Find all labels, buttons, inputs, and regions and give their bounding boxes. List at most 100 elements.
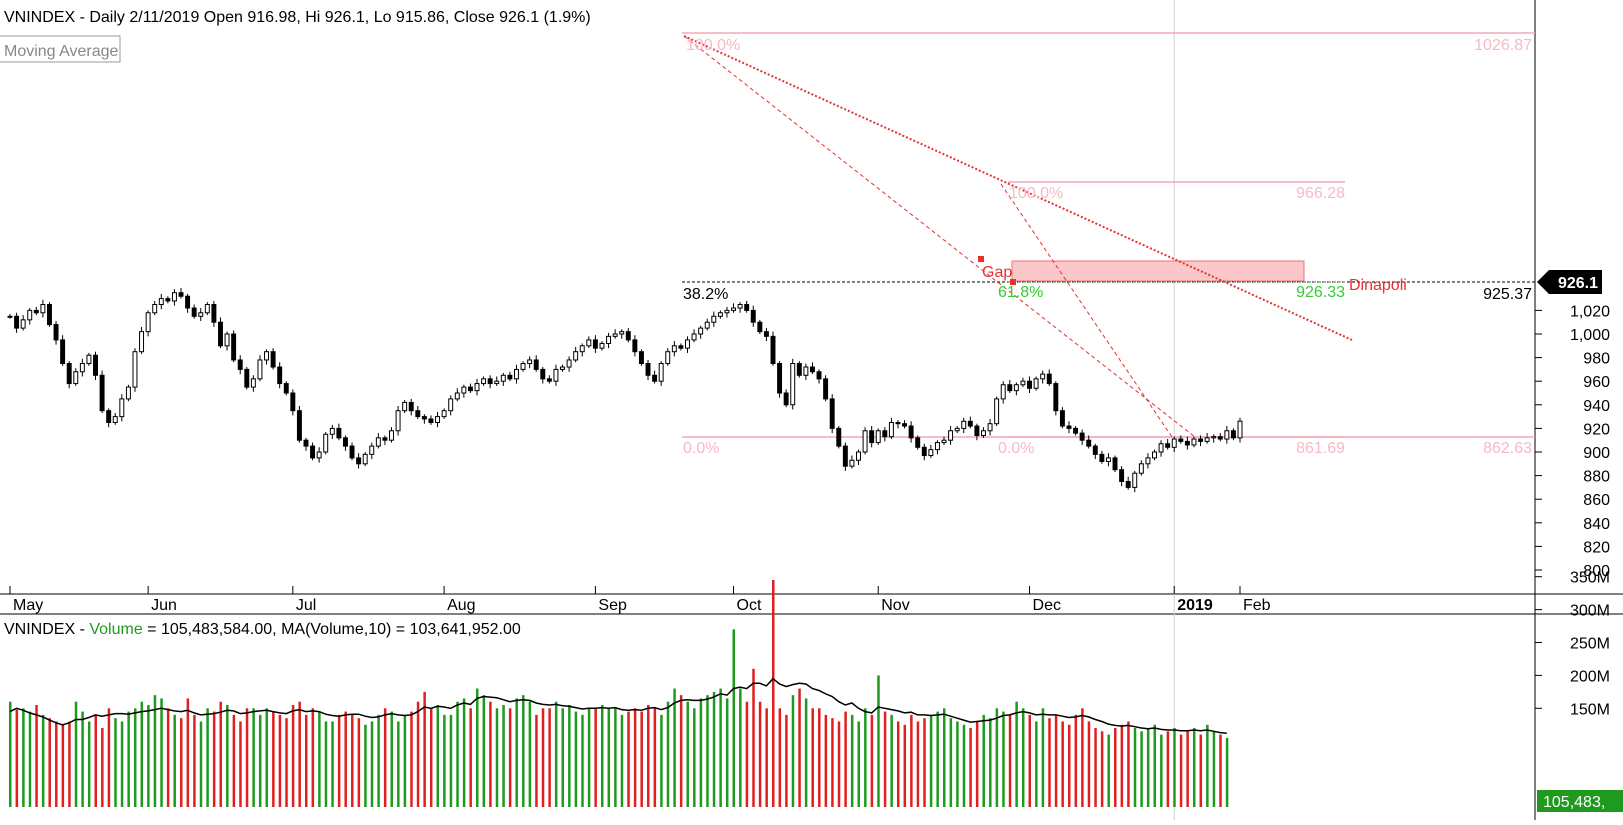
candle: [1046, 369, 1052, 386]
candle: [66, 361, 72, 389]
candle: [592, 335, 598, 353]
volume-bar: [245, 708, 249, 807]
candle: [171, 289, 177, 306]
volume-bar: [535, 714, 538, 807]
trendline-fan-1[interactable]: [683, 35, 1196, 438]
volume-bar: [1074, 714, 1078, 807]
volume-bar: [186, 698, 190, 807]
gap-zone[interactable]: [1011, 260, 1305, 282]
price-tick-label: 1,020: [1570, 303, 1610, 320]
volume-bar: [844, 711, 847, 807]
fibonacci-overlay-2[interactable]: [1008, 181, 1345, 438]
volume-bar: [219, 701, 222, 807]
candle: [816, 369, 822, 384]
candle: [895, 420, 901, 429]
candle: [296, 405, 302, 443]
volume-ma-line: [9, 677, 1227, 735]
volume-bar: [857, 721, 861, 807]
volume-bar: [666, 701, 670, 807]
candle: [586, 336, 592, 349]
volume-bar: [633, 708, 637, 807]
candle: [1027, 376, 1032, 393]
volume-bar: [291, 705, 295, 807]
candle: [737, 302, 743, 313]
volume-bar: [923, 718, 926, 807]
candle: [527, 356, 533, 369]
candle: [1217, 433, 1223, 442]
fib2-top-percent: 100.0%: [1009, 185, 1063, 202]
volume-bar: [660, 714, 663, 807]
volume-bar: [962, 724, 966, 807]
volume-bar: [653, 708, 657, 807]
candle: [809, 362, 815, 375]
volume-bar: [390, 711, 393, 807]
fibonacci-overlay-1[interactable]: [682, 32, 1535, 438]
volume-bar: [647, 705, 650, 807]
volume-bar: [311, 708, 315, 807]
candle: [671, 341, 677, 357]
price-tick-label: 820: [1583, 539, 1610, 556]
volume-bar: [896, 721, 900, 807]
candle: [625, 328, 631, 343]
candle: [1000, 381, 1006, 404]
price-tick-label: 840: [1583, 516, 1610, 533]
volume-bar: [798, 688, 801, 807]
candle: [441, 408, 447, 419]
volume-bar: [252, 708, 255, 807]
volume-bar: [449, 714, 453, 807]
candle: [560, 364, 565, 372]
candle: [533, 355, 539, 372]
volume-bar: [403, 714, 407, 807]
candle: [1007, 380, 1013, 393]
volume-bar: [1186, 731, 1189, 807]
current-price-label: 926.1: [1558, 275, 1598, 292]
volume-bar: [1133, 728, 1137, 807]
candle: [1165, 439, 1171, 450]
volume-bar: [515, 698, 518, 807]
fib1-top-value: 1026.87: [1474, 37, 1532, 54]
candle: [185, 293, 191, 313]
volume-bar: [429, 708, 433, 807]
volume-bar: [969, 728, 972, 807]
volume-bar: [35, 705, 38, 807]
volume-bar: [778, 708, 782, 807]
gap-marker: [1010, 279, 1016, 285]
volume-header-rest: = 105,483,584.00, MA(Volume,10) = 103,64…: [143, 621, 521, 638]
candle: [823, 375, 829, 402]
candle: [1066, 421, 1072, 434]
candle: [750, 305, 756, 327]
candle: [191, 304, 197, 319]
volume-bar: [1021, 708, 1025, 807]
volume-bar: [101, 728, 104, 807]
volume-bar: [1081, 708, 1084, 807]
candle: [875, 428, 881, 445]
volume-bar: [232, 714, 236, 807]
candle: [856, 449, 861, 465]
volume-bar: [627, 711, 630, 807]
candle: [579, 343, 585, 357]
x-tick-label: May: [13, 597, 43, 614]
candle: [724, 306, 730, 318]
candle: [711, 311, 717, 327]
current-volume-tag: [1537, 790, 1623, 812]
volume-bar: [818, 708, 821, 807]
candle: [303, 437, 309, 451]
volume-bar: [929, 714, 933, 807]
candle: [882, 427, 888, 442]
candle: [145, 310, 151, 337]
volume-bar: [87, 721, 91, 807]
candle: [665, 348, 671, 366]
volume-bar: [686, 701, 689, 807]
x-tick-label: Nov: [881, 597, 909, 614]
candle: [961, 417, 967, 434]
legend-box[interactable]: [0, 35, 121, 63]
candle: [1237, 417, 1243, 443]
candle: [829, 394, 835, 434]
volume-bar: [600, 705, 604, 807]
price-axis: 1,020 1,000 980 960 940 920 900 880 860 840 820 800: [1535, 303, 1610, 580]
trendline-fan-2[interactable]: [1000, 183, 1173, 438]
volume-bar: [397, 721, 400, 807]
candle: [1132, 470, 1138, 493]
candle: [119, 394, 125, 422]
